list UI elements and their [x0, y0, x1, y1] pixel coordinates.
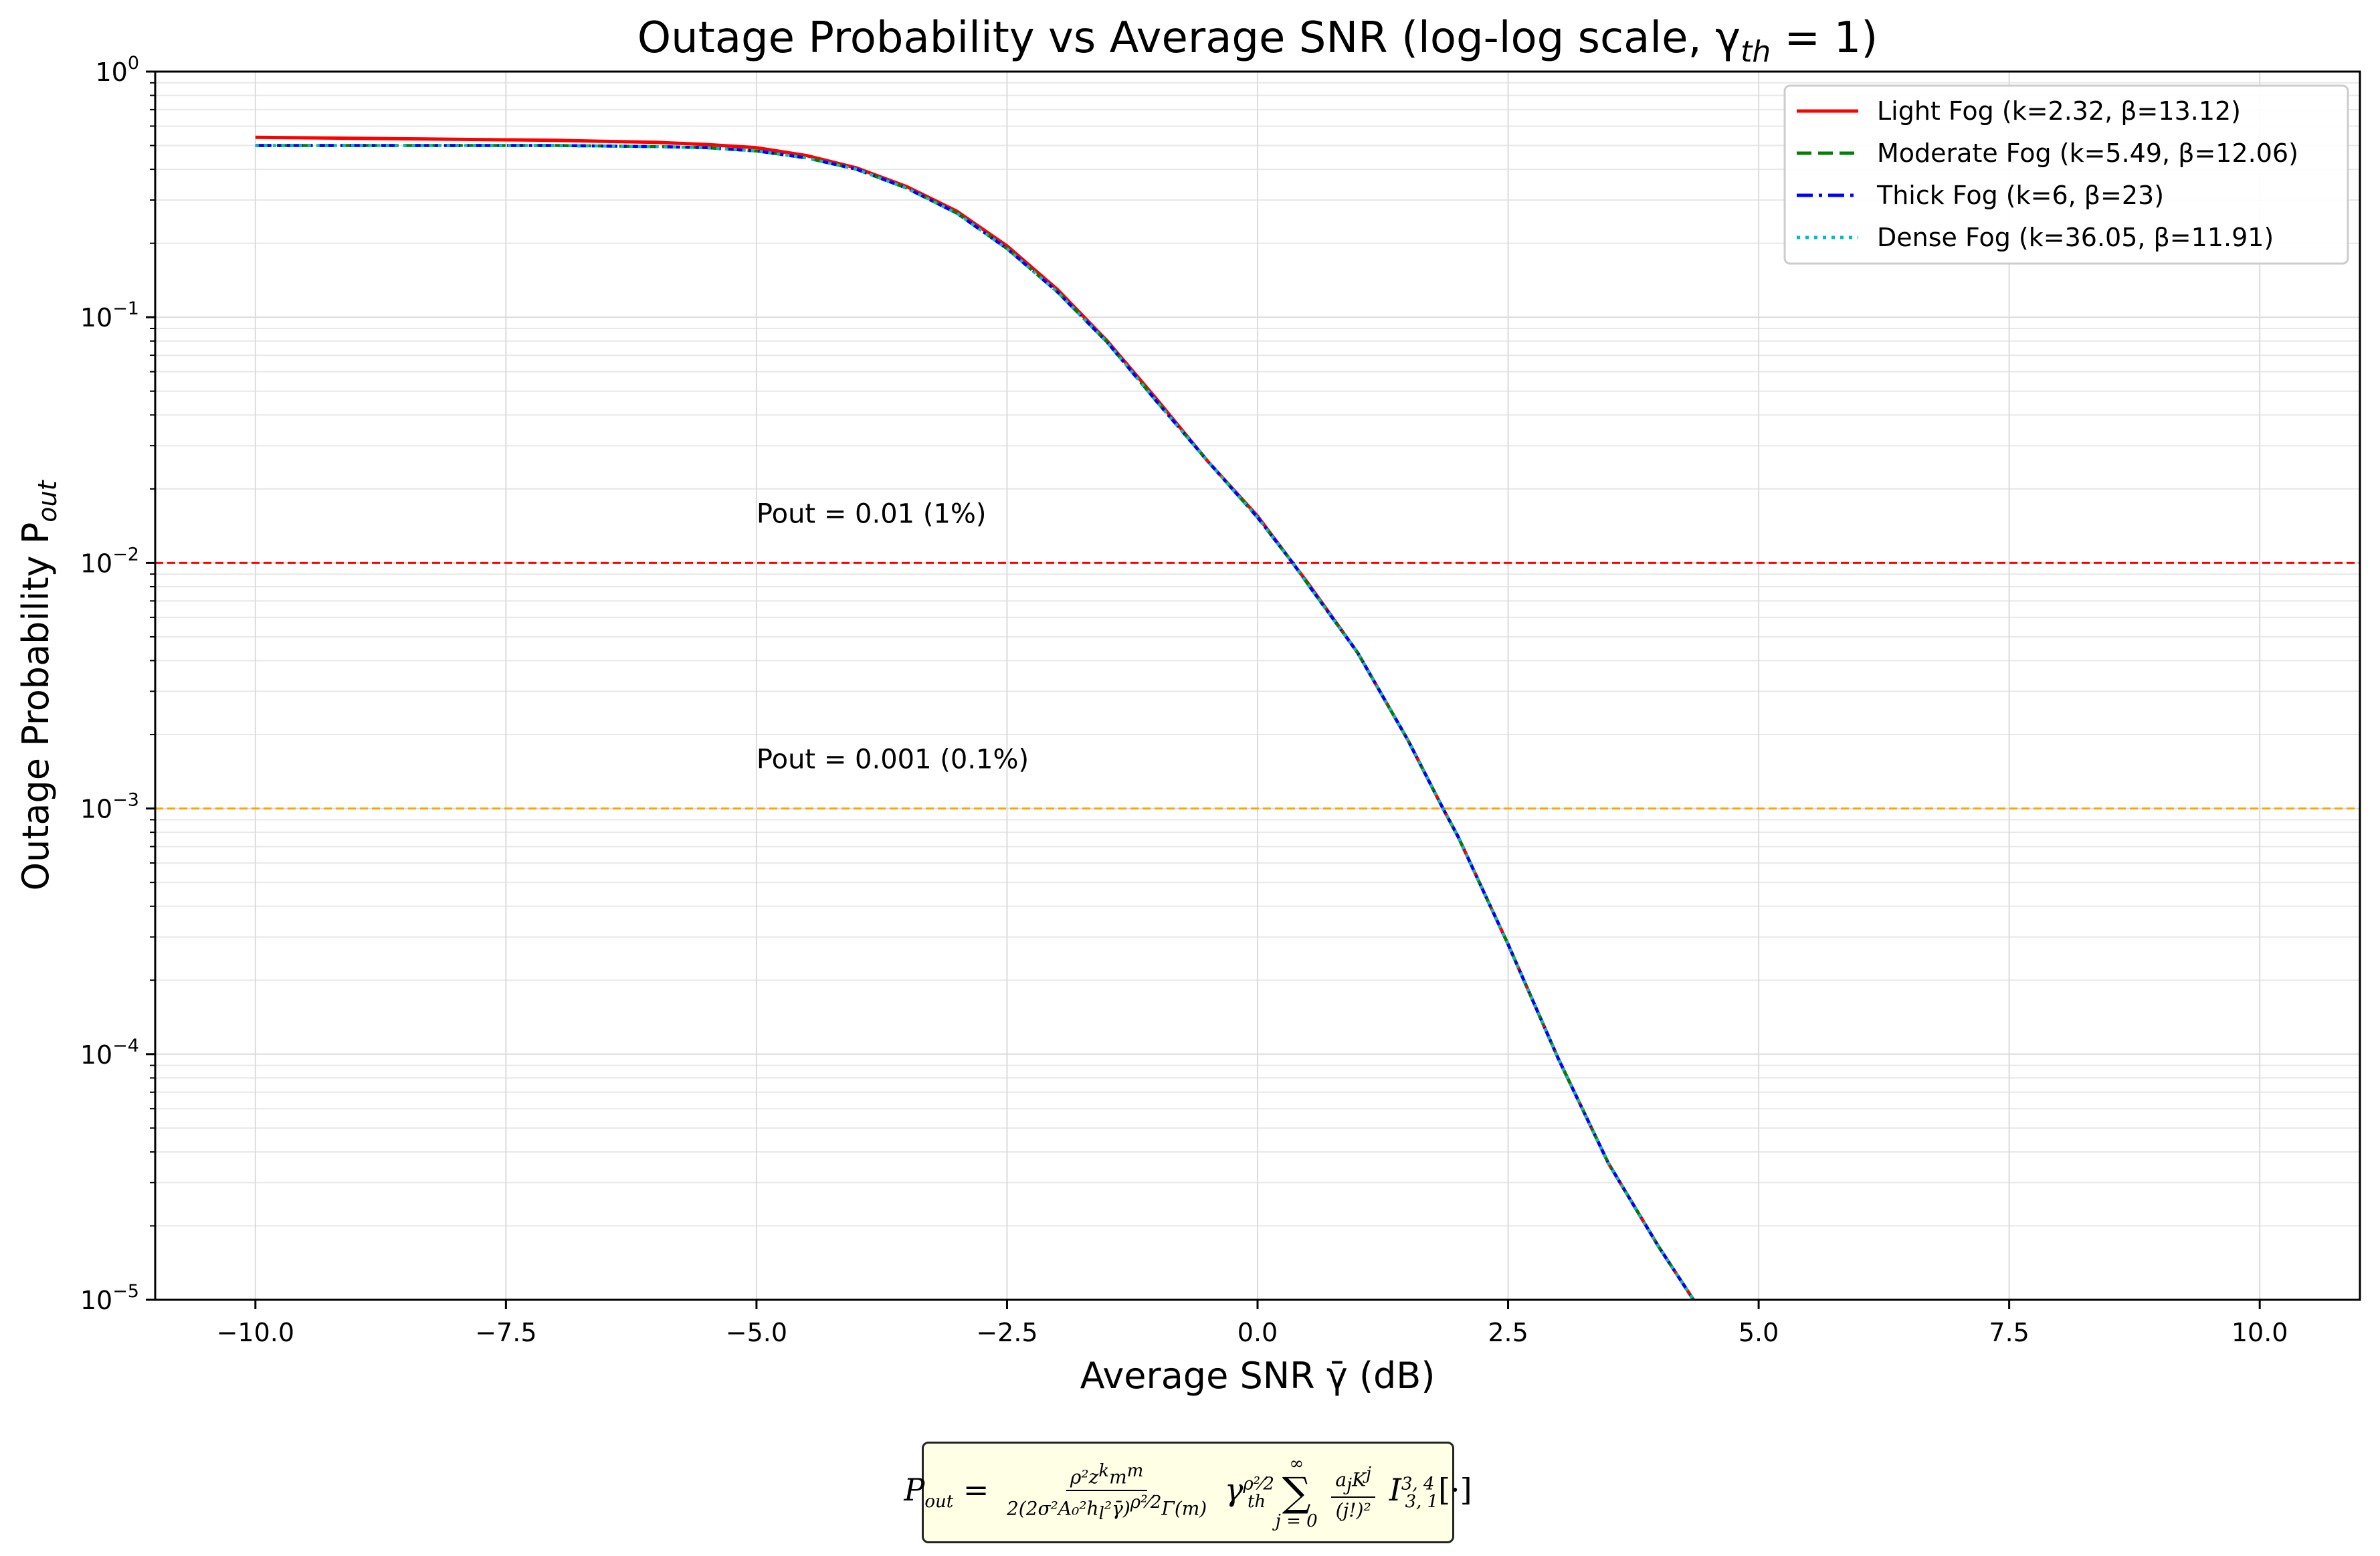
- x-tick-label: 0.0: [1237, 1318, 1278, 1347]
- legend-label-1: Light Fog (k=2.32, β=13.12): [1877, 96, 2241, 126]
- legend-box: [1783, 84, 2349, 265]
- series-line-1: [255, 135, 1695, 1300]
- series-line-2: [255, 144, 1695, 1300]
- series-line-3: [255, 144, 1695, 1300]
- outage-formula: Pout = ρ²zkmm 2(2σ²A₀²hl²γ̄)ρ²⁄2Γ(m) γρ²…: [904, 1454, 1472, 1531]
- legend-label-2: Moderate Fog (k=5.49, β=12.06): [1877, 138, 2298, 168]
- y-axis-label: Outage Probability Pout: [15, 479, 62, 890]
- y-tick-label: 10−4: [80, 1036, 139, 1070]
- reference-line-label-2: Pout = 0.001 (0.1%): [757, 745, 1029, 775]
- reference-line-label-1: Pout = 0.01 (1%): [757, 498, 987, 529]
- chart-title: Outage Probability vs Average SNR (log-l…: [637, 13, 1878, 69]
- y-tick-label: 10−2: [80, 544, 139, 578]
- x-tick-label: 5.0: [1739, 1318, 1779, 1347]
- x-axis-label: Average SNR γ̄ (dB): [1080, 1355, 1435, 1397]
- formula-fraction-2: ajKj (j!)²: [1331, 1464, 1376, 1521]
- x-tick-label: −5.0: [726, 1318, 787, 1347]
- formula-box: Pout = ρ²zkmm 2(2σ²A₀²hl²γ̄)ρ²⁄2Γ(m) γρ²…: [904, 1442, 1472, 1543]
- y-tick-label: 100: [95, 53, 139, 87]
- x-tick-label: 2.5: [1488, 1318, 1528, 1347]
- legend-label-3: Thick Fog (k=6, β=23): [1876, 181, 2164, 210]
- y-axis: 100 10−1 10−2 10−3 10−4 10−5: [80, 53, 155, 1315]
- reference-lines: Pout = 0.01 (1%) Pout = 0.001 (0.1%): [155, 498, 2360, 810]
- formula-fraction-1: ρ²zkmm 2(2σ²A₀²hl²γ̄)ρ²⁄2Γ(m): [1006, 1461, 1207, 1524]
- x-tick-label: −10.0: [217, 1318, 294, 1347]
- legend: Light Fog (k=2.32, β=13.12) Moderate Fog …: [1783, 84, 2349, 265]
- x-axis: −10.0 −7.5 −5.0 −2.5 0.0 2.5 5.0 7.5 10.0: [217, 1300, 2288, 1347]
- legend-label-4: Dense Fog (k=36.05, β=11.91): [1877, 223, 2274, 252]
- x-tick-label: 7.5: [1989, 1318, 2029, 1347]
- formula-sum: ∞ ∑ j = 0: [1275, 1454, 1318, 1531]
- y-tick-label: 10−5: [80, 1281, 139, 1315]
- y-tick-label: 10−1: [80, 298, 139, 332]
- x-tick-label: −2.5: [976, 1318, 1037, 1347]
- series-layer: [255, 135, 1695, 1300]
- series-line-4: [255, 144, 1695, 1300]
- x-tick-label: 10.0: [2232, 1318, 2288, 1347]
- y-tick-label: 10−3: [80, 790, 139, 824]
- x-tick-label: −7.5: [475, 1318, 536, 1347]
